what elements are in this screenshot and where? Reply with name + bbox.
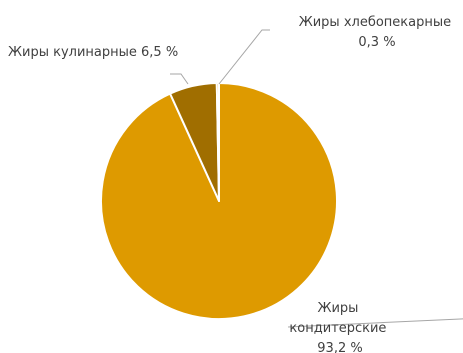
slice-label-confectionery: Жиры кондитерские 93,2 % (289, 301, 390, 353)
slice-label-bakery-line-1: Жиры хлебопекарные (299, 15, 451, 30)
pie-slice-bakery (215, 82, 220, 202)
slice-label-bakery-line-2: 0,3 % (358, 35, 395, 50)
slice-label-bakery: Жиры хлебопекарные 0,3 % (299, 15, 456, 50)
slice-label-culinary: Жиры кулинарные 6,5 % (8, 45, 178, 60)
leader-line-confectionery (287, 318, 463, 328)
leader-line-bakery (218, 29, 270, 85)
pie-slices (100, 82, 338, 320)
slice-label-confectionery-line-1: Жиры (317, 301, 358, 316)
slice-label-culinary-line-1: Жиры кулинарные 6,5 % (8, 45, 178, 60)
leader-lines (170, 29, 463, 328)
slice-label-confectionery-line-2: кондитерские (289, 321, 386, 336)
slice-label-confectionery-line-3: 93,2 % (317, 341, 362, 353)
leader-line-culinary (170, 73, 189, 85)
